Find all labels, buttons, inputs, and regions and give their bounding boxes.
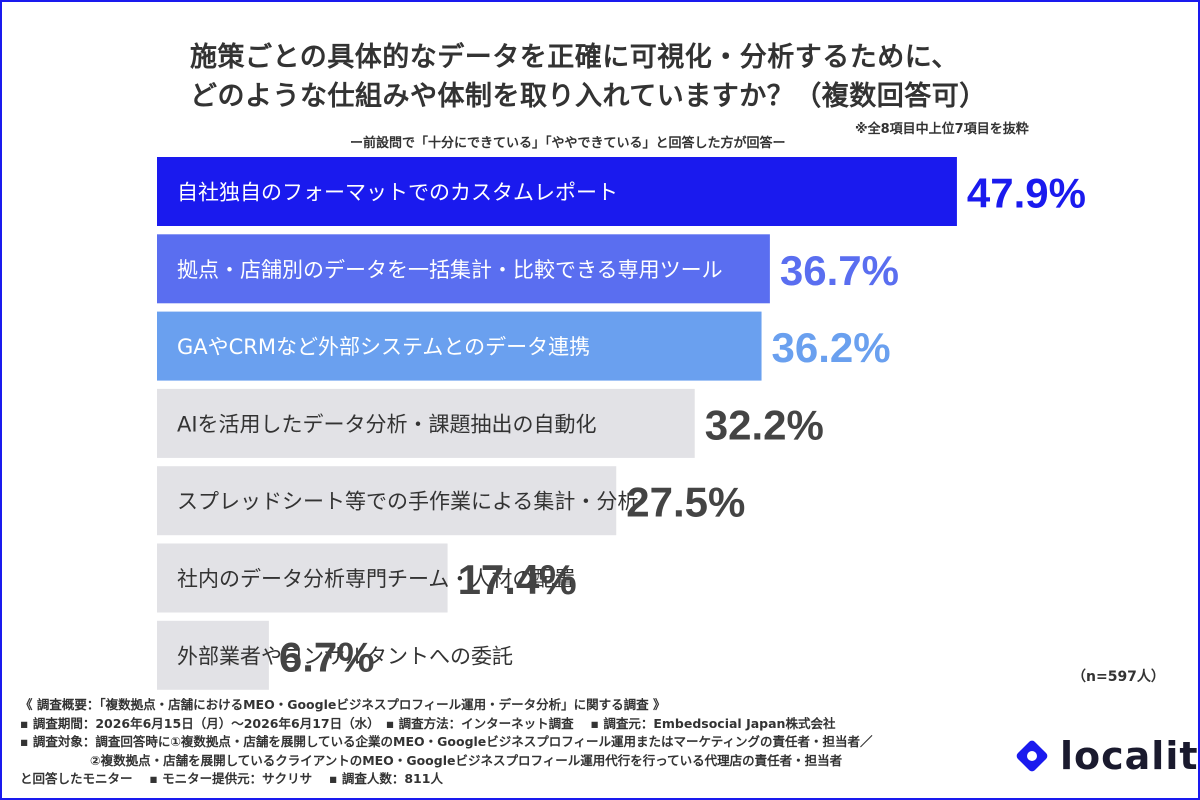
sample-size: （n=597人） xyxy=(1072,669,1165,685)
value-label-7: 6.7% xyxy=(279,633,375,680)
value-label-6: 17.4% xyxy=(458,556,577,603)
survey-footer: 《 調査概要：「複数拠点・店舗におけるMEO・Googleビジネスプロフィール運… xyxy=(20,696,1000,789)
localith-logo: localith xyxy=(1012,732,1200,780)
bar-4 xyxy=(157,388,695,458)
title-line-2: どのような仕組みや体制を取り入れていますか？（複数回答可） xyxy=(190,81,987,112)
value-label-4: 32.2% xyxy=(705,401,824,448)
footer-line-1: 《 調査概要：「複数拠点・店舗におけるMEO・Googleビジネスプロフィール運… xyxy=(20,697,666,712)
value-label-1: 47.9% xyxy=(967,170,1086,217)
bar-7 xyxy=(157,620,269,690)
bar-label-6: 社内のデータ分析専門チーム・人材の配置 xyxy=(177,567,575,591)
localith-diamond-icon xyxy=(1016,740,1048,772)
value-label-2: 36.7% xyxy=(780,247,899,294)
bar-label-7: 外部業者やコンサルタントへの委託 xyxy=(177,644,513,668)
bar-label-3: GAやCRMなど外部システムとのデータ連携 xyxy=(177,335,590,359)
bar-3 xyxy=(157,311,762,381)
value-label-3: 36.2% xyxy=(772,324,891,371)
bar-1 xyxy=(157,157,957,226)
bar-6 xyxy=(157,543,448,613)
bar-label-4: AIを活用したデータ分析・課題抽出の自動化 xyxy=(177,412,597,436)
bar-label-1: 自社独自のフォーマットでのカスタムレポート xyxy=(177,181,618,205)
footer-line-2: ▪ 調査期間：2026年6月15日（月）〜2026年6月17日（水） ▪ 調査方… xyxy=(20,715,836,731)
value-label-5: 27.5% xyxy=(626,479,745,526)
chart-subtitle: ー前設問で「十分にできている」「ややできている」と回答した方が回答ー xyxy=(350,136,786,151)
title-line-1: 施策ごとの具体的なデータを正確に可視化・分析するために、 xyxy=(190,42,959,73)
footer-line-5: と回答したモニター ▪ モニター提供元：サクリサ ▪ 調査人数：811人 xyxy=(20,771,443,786)
footer-line-3: ▪ 調査対象：調査回答時に①複数拠点・店舗を展開している企業のMEO・Googl… xyxy=(20,734,873,749)
logo-text: localith xyxy=(1060,734,1200,778)
footer-line-4: ②複数拠点・店舗を展開しているクライアントのMEO・Googleビジネスプロフィ… xyxy=(90,752,843,768)
extract-note: ※全8項目中上位7項目を抜粋 xyxy=(855,122,1029,137)
chart-title: 施策ごとの具体的なデータを正確に可視化・分析するために、 どのような仕組みや体制… xyxy=(190,38,1050,116)
bar-label-5: スプレッドシート等での手作業による集計・分析 xyxy=(177,490,638,514)
bar-label-2: 拠点・店舗別のデータを一括集計・比較できる専用ツール xyxy=(177,258,723,282)
bar-2 xyxy=(157,234,770,304)
bar-5 xyxy=(157,466,617,536)
